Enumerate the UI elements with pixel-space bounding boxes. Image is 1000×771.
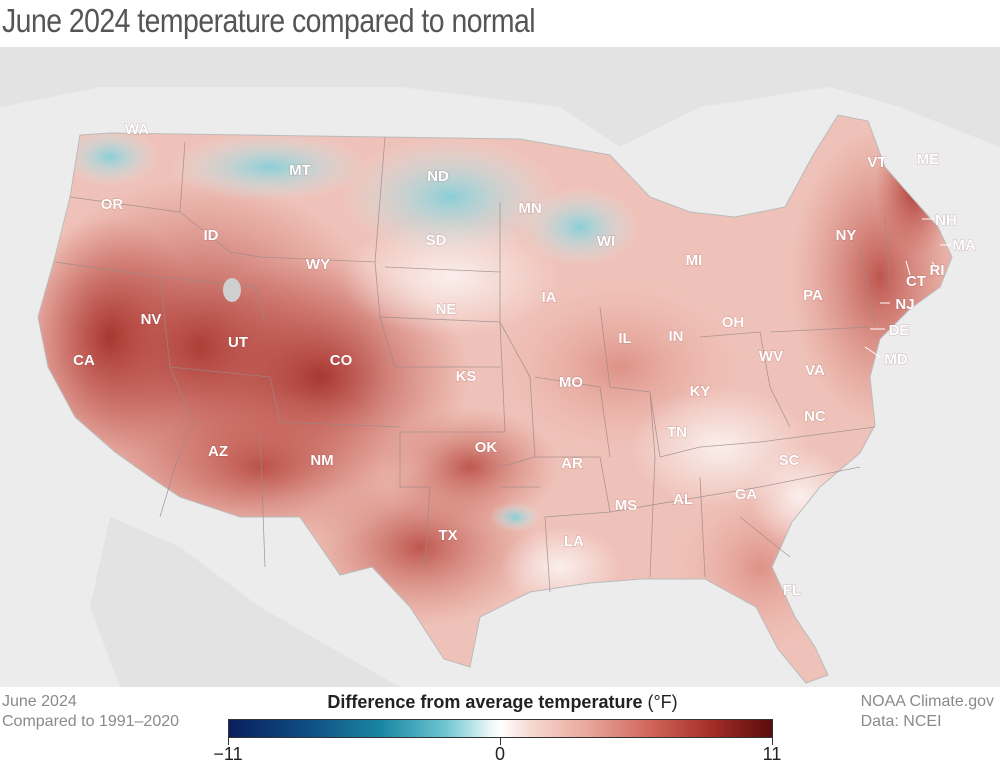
great-salt-lake [223, 278, 241, 302]
state-label-wv: WV [759, 348, 783, 365]
state-label-nd: ND [427, 168, 449, 185]
state-labels: WA OR CA ID NV MT WY UT AZ CO NM ND SD N… [73, 121, 977, 600]
legend-title-text: Difference from average temperature [327, 692, 643, 712]
state-label-ca: CA [73, 352, 95, 369]
state-label-ga: GA [735, 486, 758, 503]
state-label-va: VA [805, 362, 825, 379]
temperature-anomaly-map: WA OR CA ID NV MT WY UT AZ CO NM ND SD N… [0, 47, 1000, 687]
state-label-ny: NY [836, 227, 857, 244]
state-label-mo: MO [559, 374, 583, 391]
state-label-oh: OH [722, 314, 745, 331]
state-label-de: DE [889, 322, 910, 339]
state-label-ia: IA [542, 289, 557, 306]
state-label-ar: AR [561, 455, 583, 472]
footer-baseline: Compared to 1991–2020 [2, 713, 180, 730]
state-label-wi: WI [597, 233, 615, 250]
footer-data-source: Data: NCEI [860, 713, 942, 730]
legend-max-label: 11 [762, 744, 782, 764]
state-label-fl: FL [783, 582, 801, 599]
legend-unit: (°F) [642, 692, 678, 712]
state-label-ri: RI [930, 262, 945, 279]
state-label-ks: KS [456, 368, 477, 385]
legend-colorbar [228, 719, 773, 738]
state-label-la: LA [564, 533, 584, 550]
state-label-sd: SD [426, 232, 447, 249]
legend-tick-max [772, 737, 773, 745]
state-label-md: MD [884, 351, 907, 368]
legend-tick-min [228, 737, 229, 745]
state-borders [54, 136, 891, 593]
state-label-ct: CT [906, 273, 926, 290]
state-label-or: OR [101, 196, 124, 213]
state-label-mn: MN [518, 200, 541, 217]
canada-landmass [0, 47, 1000, 147]
state-label-nv: NV [141, 311, 162, 328]
footer-credit: NOAA Climate.gov [860, 693, 994, 710]
state-label-tx: TX [438, 527, 457, 544]
state-label-al: AL [673, 491, 693, 508]
state-label-in: IN [669, 328, 684, 345]
state-label-pa: PA [803, 287, 823, 304]
state-label-ma: MA [952, 237, 975, 254]
map-title: June 2024 temperature compared to normal [2, 2, 536, 39]
state-label-nc: NC [804, 408, 826, 425]
legend-min-label: −11 [213, 744, 243, 764]
state-label-wy: WY [306, 256, 330, 273]
state-label-me: ME [917, 151, 940, 168]
state-label-wa: WA [125, 121, 149, 138]
state-label-co: CO [330, 352, 353, 369]
state-label-nm: NM [310, 452, 333, 469]
map-svg: WA OR CA ID NV MT WY UT AZ CO NM ND SD N… [0, 47, 1000, 687]
state-label-sc: SC [779, 452, 800, 469]
leader-lines [864, 218, 951, 358]
legend-mid-label: 0 [494, 744, 506, 764]
footer-date: June 2024 [2, 693, 77, 710]
state-label-vt: VT [867, 154, 886, 171]
state-label-tn: TN [667, 424, 687, 441]
state-label-az: AZ [208, 443, 228, 460]
footer-left: June 2024 Compared to 1991–2020 [2, 692, 179, 732]
state-label-mt: MT [289, 162, 311, 179]
state-label-mi: MI [686, 252, 703, 269]
mexico-landmass [90, 517, 400, 687]
state-label-ky: KY [690, 383, 711, 400]
legend-tick-mid [500, 737, 501, 745]
footer-right: NOAA Climate.gov Data: NCEI [861, 692, 994, 732]
state-label-ut: UT [228, 334, 248, 351]
state-label-id: ID [204, 227, 219, 244]
state-label-ok: OK [475, 439, 498, 456]
state-label-ms: MS [615, 497, 638, 514]
state-label-nh: NH [935, 212, 957, 229]
legend-title: Difference from average temperature (°F) [230, 692, 775, 713]
state-label-nj: NJ [895, 296, 914, 313]
state-label-ne: NE [436, 301, 457, 318]
state-label-il: IL [618, 330, 631, 347]
